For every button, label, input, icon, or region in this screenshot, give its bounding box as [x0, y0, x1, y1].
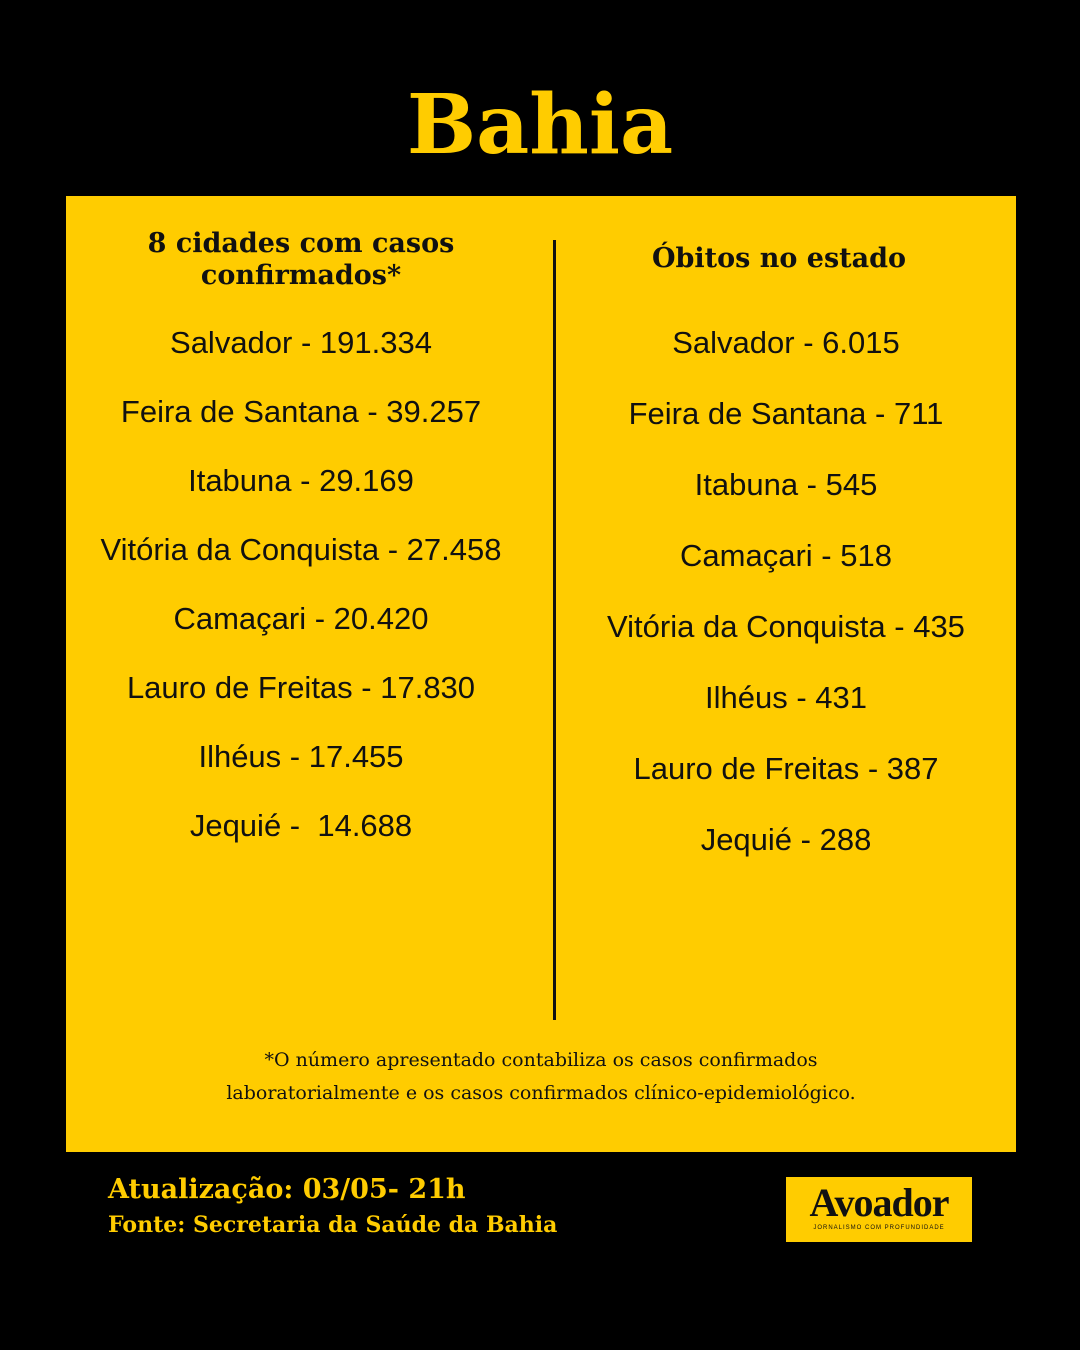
logo-name: Avoador	[809, 1180, 950, 1225]
logo-tagline: JORNALISMO COM PROFUNDIDADE	[813, 1225, 945, 1231]
panel	[66, 196, 1016, 1152]
footnote: laboratorialmente e os casos confirmados…	[226, 1082, 856, 1104]
column-heading: Óbitos no estado	[651, 243, 906, 274]
city-cases: Salvador - 191.334	[170, 325, 432, 360]
city-cases: Jequié - 14.688	[189, 808, 413, 843]
city-deaths: Lauro de Freitas - 387	[633, 751, 939, 786]
city-deaths: Camaçari - 518	[680, 538, 892, 573]
city-deaths: Itabuna - 545	[694, 467, 878, 502]
update: Atualização: 03/05- 21h	[108, 1174, 466, 1205]
divider	[553, 240, 556, 1020]
city-cases: Lauro de Freitas - 17.830	[126, 670, 476, 705]
city-cases: Vitória da Conquista - 27.458	[100, 532, 502, 567]
city-cases: Feira de Santana - 39.257	[120, 394, 482, 429]
city-deaths: Vitória da Conquista - 435	[607, 609, 965, 644]
city-deaths: Feira de Santana - 711	[628, 396, 944, 431]
city-cases: Ilhéus - 17.455	[198, 739, 404, 774]
city-deaths: Jequié - 288	[700, 822, 872, 857]
source: Fonte: Secretaria da Saúde da Bahia	[108, 1212, 558, 1238]
column-heading: confirmados*	[200, 260, 402, 291]
city-deaths: Ilhéus - 431	[705, 680, 867, 715]
city-cases: Itabuna - 29.169	[188, 463, 414, 498]
logo: Avoador JORNALISMO COM PROFUNDIDADE	[786, 1177, 972, 1242]
city-deaths: Salvador - 6.015	[672, 325, 900, 360]
title: Bahia	[406, 77, 674, 173]
footnote: *O número apresentado contabiliza os cas…	[264, 1049, 818, 1071]
city-cases: Camaçari - 20.420	[173, 601, 429, 636]
column-heading: 8 cidades com casos	[147, 228, 455, 259]
